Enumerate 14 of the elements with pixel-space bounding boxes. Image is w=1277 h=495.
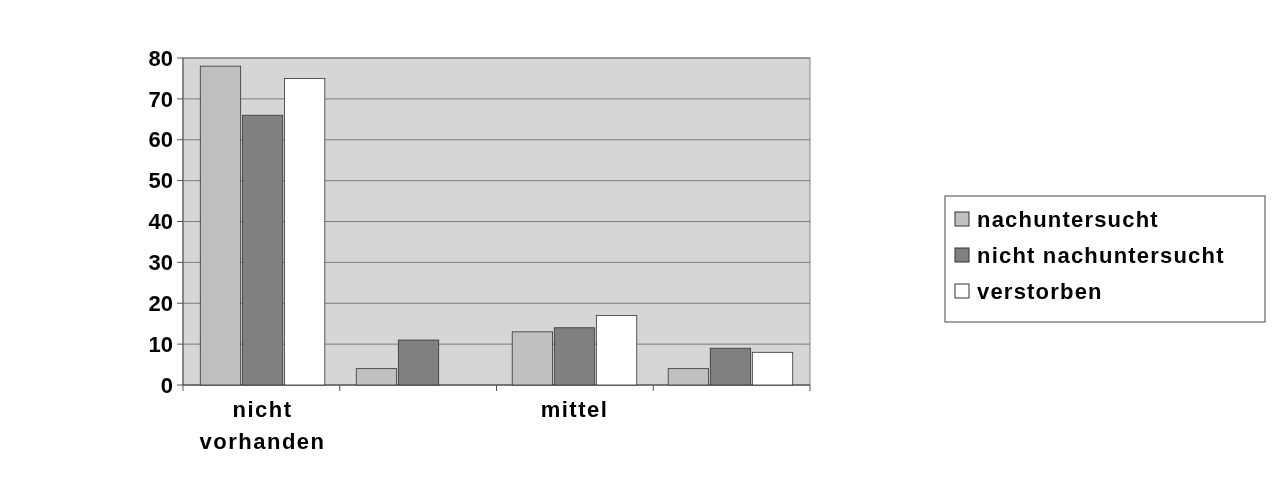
y-tick-label: 0	[160, 372, 173, 398]
y-tick-label: 80	[148, 45, 173, 71]
y-tick-label: 30	[148, 250, 173, 276]
y-tick-label: 10	[148, 331, 173, 357]
y-tick-label: 70	[148, 86, 173, 112]
y-tick-label: 20	[148, 290, 173, 316]
y-tick-label: 40	[148, 209, 173, 235]
y-tick-label: 60	[148, 127, 173, 153]
legend-label: nachuntersucht	[977, 206, 1159, 232]
x-tick-label: mittel	[540, 397, 609, 422]
legend-label: verstorben	[977, 278, 1103, 304]
y-tick-label: 50	[148, 168, 173, 194]
legend-label: nicht nachuntersucht	[977, 242, 1225, 268]
x-tick-label: nicht vorhanden	[199, 397, 326, 454]
